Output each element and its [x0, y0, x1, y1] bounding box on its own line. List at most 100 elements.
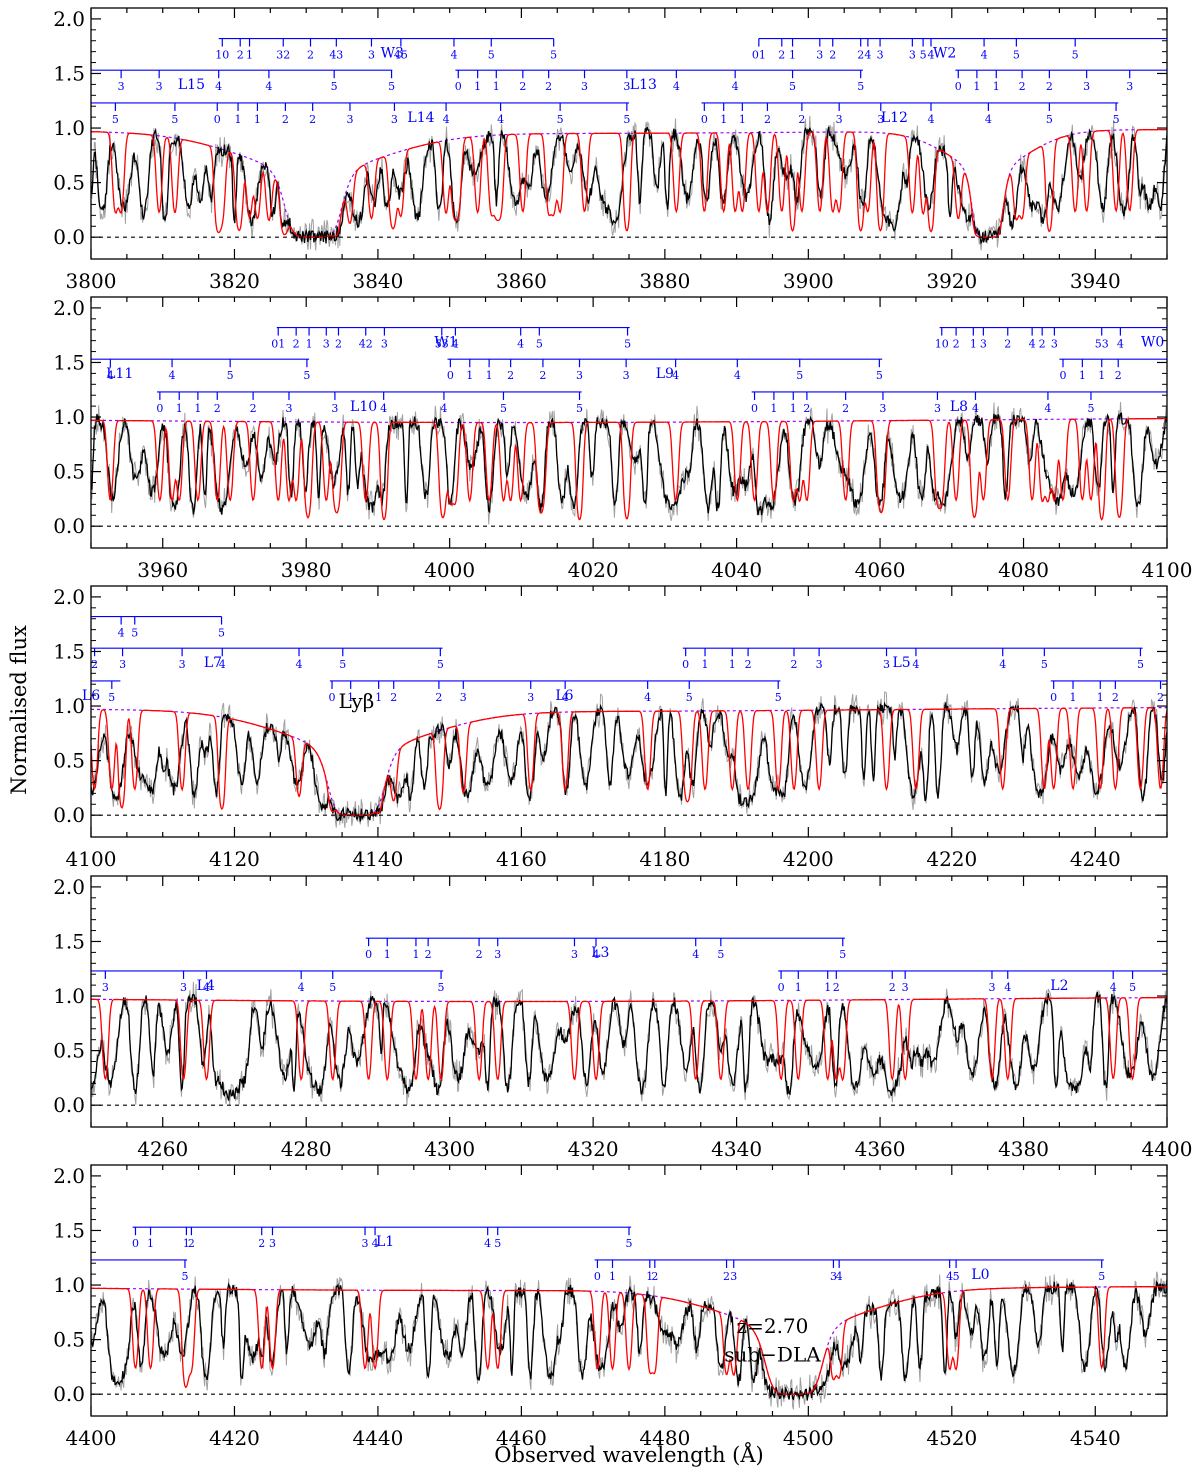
h2-transition-label: 1 [493, 80, 500, 93]
h2-transition-label: 2 [476, 948, 483, 961]
h2-transition-label: 2 [1112, 691, 1119, 704]
h2-transition-label: 3 [362, 1237, 369, 1250]
h2-transition-label: 5 [1137, 658, 1144, 671]
h2-transition-label: 4 [1110, 981, 1117, 994]
h2-transition-label: 5 [218, 627, 225, 640]
h2-transition-label: 3 [460, 691, 467, 704]
h2-transition-label: 5 [494, 1237, 501, 1250]
h2-transition-label: 4 [732, 80, 739, 93]
h2-transition-label: 2 [857, 49, 864, 62]
h2-transition-label: 32 [276, 49, 290, 62]
x-tick-label: 3860 [496, 269, 547, 293]
x-tick-label: 4400 [66, 1426, 117, 1450]
x-axis-label: Observed wavelength (Å) [494, 1442, 763, 1467]
h2-transition-label: 0 [1050, 691, 1057, 704]
h2-transition-label: 5 [1013, 49, 1020, 62]
h2-band-label: W3 [381, 46, 404, 62]
h2-transition-label: 3 [102, 981, 109, 994]
y-tick-label: 2.0 [53, 875, 85, 899]
h2-ladder-l11: 4 4 5 5 [91, 358, 310, 382]
h2-transition-label: 4 [215, 80, 222, 93]
model-spectrum [91, 1285, 1167, 1395]
x-tick-label: 4540 [1070, 1426, 1121, 1450]
h2-band-label: L7 [204, 655, 222, 671]
h2-transition-label: 4 [372, 1237, 379, 1250]
h2-transition-label: 2 [1046, 80, 1053, 93]
h2-transition-label: 43 [329, 49, 343, 62]
x-tick-label: 4080 [998, 558, 1049, 582]
h2-ladder-w2: 01 2 1 3 2 2 4 3 3 5 4 4 5 5 [752, 37, 1167, 62]
h2-transition-label: 5 [796, 369, 803, 382]
h2-transition-label: 1 [973, 80, 980, 93]
h2-transition-label: 4 [946, 1270, 953, 1283]
h2-transition-label: 4 [927, 49, 934, 62]
h2-transition-label: 0 [1059, 369, 1066, 382]
h2-transition-label: 1 [176, 402, 183, 415]
h2-transition-label: 1 [970, 338, 977, 351]
h2-transition-label: 3 [836, 113, 843, 126]
x-tick-label: 3880 [639, 269, 690, 293]
h2-transition-label: 4 [118, 627, 125, 640]
h2-transition-label: 5 [331, 80, 338, 93]
h2-transition-label: 4 [593, 948, 600, 961]
h2-transition-label: 2 [293, 338, 300, 351]
h2-transition-label: 4 [734, 369, 741, 382]
h2-transition-label: 3 [494, 948, 501, 961]
panel-plot-area: 01 2 1 3 2 42 3 53 4 4 5 54 4 5 50 1 1 2 2 3 3 4 4 5 50 1 1 2 2 3 3 4 4 5… [91, 326, 1167, 527]
h2-transition-label: 4 [450, 49, 457, 62]
h2-transition-label: 5 [1041, 658, 1048, 671]
x-tick-label: 4460 [496, 1426, 547, 1450]
h2-transition-label: 0 [594, 1270, 601, 1283]
h2-transition-label: 1 [739, 113, 746, 126]
h2-transition-label: 2 [539, 369, 546, 382]
h2-transition-label: 1 [306, 338, 313, 351]
h2-transition-label: 1 [795, 981, 802, 994]
h2-transition-label: 5 [1129, 981, 1136, 994]
h2-transition-label: 4 [912, 658, 919, 671]
h2-transition-label: 1 [702, 658, 709, 671]
x-tick-label: 4260 [137, 1137, 188, 1161]
h2-transition-label: 2 [1157, 691, 1164, 704]
h2-transition-label: 3 [581, 80, 588, 93]
h2-transition-label: 5 [953, 1270, 960, 1283]
x-tick-label: 4060 [855, 558, 906, 582]
h2-transition-label: 2 [745, 658, 752, 671]
h2-transition-label: 3 [980, 338, 987, 351]
h2-transition-label: 53 [1095, 338, 1109, 351]
h2-band-label: L5 [892, 655, 910, 671]
h2-transition-label: 1 [486, 369, 493, 382]
h2-ladder-l6: 5 [91, 680, 121, 704]
h2-transition-label: 5 [227, 369, 234, 382]
h2-transition-label: 4 [107, 369, 114, 382]
h2-transition-label: 2 [764, 113, 771, 126]
h2-transition-label: 5 [329, 981, 336, 994]
h2-transition-label: 3 [877, 49, 884, 62]
h2-transition-label: 0 [682, 658, 689, 671]
h2-band-label: L4 [197, 978, 215, 994]
x-tick-label: 4040 [711, 558, 762, 582]
h2-transition-label: 1 [147, 1237, 154, 1250]
h2-transition-label: 5 [112, 113, 119, 126]
h2-transition-label: 42 [359, 338, 373, 351]
y-tick-label: 1.0 [53, 1273, 85, 1297]
h2-transition-label: 2 [1004, 338, 1011, 351]
h2-transition-label: 5 [576, 402, 583, 415]
h2-transition-label: 3 [368, 49, 375, 62]
h2-transition-label: 0 [329, 691, 336, 704]
y-tick-label: 1.5 [53, 929, 85, 953]
h2-transition-label: 5 [303, 369, 310, 382]
y-tick-label: 1.0 [53, 405, 85, 429]
h2-transition-label: 3 [816, 658, 823, 671]
h2-transition-label: 4 [443, 113, 450, 126]
h2-transition-label: 1 [729, 658, 736, 671]
h2-ladder-w1: 01 2 1 3 2 42 3 53 4 4 5 5 [271, 326, 631, 351]
y-tick-label: 0.5 [53, 1039, 85, 1063]
h2-band-label: W0 [1141, 335, 1164, 351]
h2-band-label: L8 [950, 399, 968, 415]
h2-transition-label: 1 [194, 402, 201, 415]
h2-transition-label: 1 [1079, 369, 1086, 382]
